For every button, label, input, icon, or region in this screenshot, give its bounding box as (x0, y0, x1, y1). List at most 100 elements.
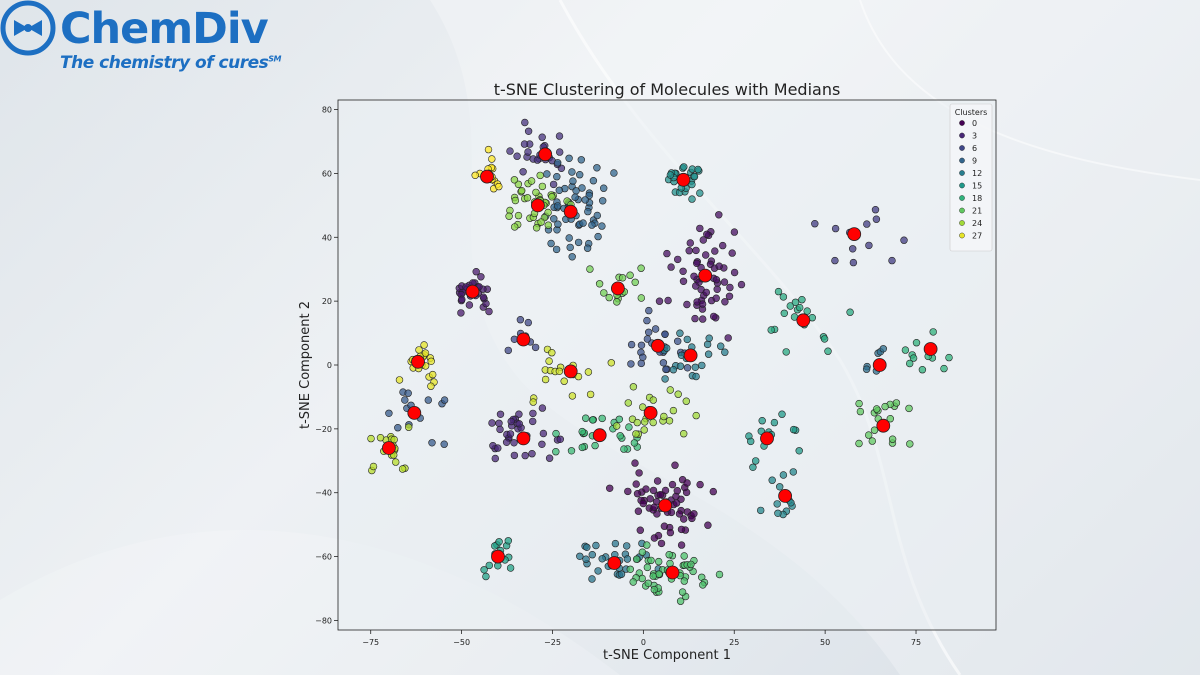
data-point (726, 283, 734, 292)
data-point (547, 239, 555, 248)
data-point (710, 312, 718, 321)
data-point (440, 440, 448, 448)
data-point (929, 328, 937, 336)
data-point (688, 195, 696, 203)
data-point (912, 339, 921, 347)
legend-label: 27 (972, 232, 982, 241)
data-point (524, 127, 533, 135)
data-point (657, 539, 666, 548)
median-marker (516, 332, 531, 347)
data-point (531, 343, 540, 352)
data-point (578, 184, 586, 192)
data-point (668, 480, 677, 489)
data-point (507, 417, 515, 426)
data-point (699, 315, 707, 323)
data-point (724, 334, 732, 342)
data-point (578, 427, 586, 436)
data-point (568, 253, 576, 261)
data-point (589, 176, 598, 185)
data-point (940, 364, 948, 373)
data-point (881, 402, 889, 411)
data-point (786, 302, 794, 310)
data-point (472, 268, 480, 276)
data-point (633, 490, 642, 498)
median-marker (610, 281, 625, 296)
data-point (568, 168, 576, 176)
data-point (737, 280, 746, 289)
median-marker (676, 172, 691, 187)
data-point (465, 301, 474, 309)
median-marker (563, 204, 578, 219)
data-point (588, 551, 596, 559)
data-point (521, 451, 529, 460)
data-point (518, 186, 526, 195)
data-point (687, 560, 695, 569)
y-tick-label: 20 (322, 297, 332, 306)
data-point (550, 215, 558, 223)
data-point (471, 171, 479, 180)
data-point (630, 439, 639, 447)
legend-marker (959, 207, 965, 214)
data-point (627, 340, 636, 349)
data-point (567, 447, 576, 455)
data-point (768, 476, 776, 484)
data-point (629, 578, 637, 586)
data-point (780, 309, 788, 318)
data-point (779, 293, 788, 301)
data-point (696, 224, 704, 233)
data-point (865, 241, 873, 250)
data-point (900, 236, 908, 244)
data-point (615, 415, 623, 423)
x-tick-label: 0 (641, 638, 646, 647)
data-point (669, 366, 678, 374)
data-point (641, 418, 649, 426)
data-point (679, 267, 687, 276)
data-point (504, 346, 513, 355)
data-point (623, 542, 631, 550)
data-point (674, 255, 682, 264)
data-point (394, 424, 402, 432)
x-tick-label: −50 (453, 638, 470, 647)
data-point (661, 375, 669, 383)
data-point (560, 377, 568, 385)
data-point (629, 383, 638, 391)
data-point (491, 454, 500, 463)
data-point (579, 219, 587, 227)
data-point (767, 326, 775, 334)
data-point (605, 293, 613, 302)
data-point (532, 224, 541, 232)
median-marker (796, 313, 811, 328)
x-tick-label: 50 (820, 638, 830, 647)
data-point (702, 288, 710, 297)
y-tick-label: −60 (315, 553, 332, 562)
data-point (515, 410, 523, 418)
data-point (677, 541, 686, 549)
median-marker (847, 227, 862, 242)
data-point (713, 285, 721, 294)
median-marker (658, 498, 673, 513)
data-point (513, 152, 521, 160)
data-point (505, 212, 513, 220)
median-marker (698, 268, 713, 283)
data-point (616, 432, 624, 440)
data-point (918, 366, 927, 374)
data-point (568, 392, 577, 400)
data-point (721, 298, 729, 306)
data-point (698, 300, 707, 308)
y-tick-label: −20 (315, 425, 332, 434)
data-point (639, 353, 647, 361)
data-point (683, 479, 691, 487)
data-point (539, 429, 548, 438)
data-point (548, 349, 556, 357)
data-point (555, 132, 564, 140)
y-tick-label: 80 (322, 106, 332, 115)
median-marker (592, 428, 607, 443)
data-point (692, 246, 700, 255)
data-point (488, 155, 496, 163)
data-point (692, 411, 700, 420)
data-point (651, 325, 660, 333)
data-point (720, 278, 729, 286)
data-point (485, 307, 493, 316)
legend-marker (959, 120, 965, 126)
data-point (554, 220, 562, 228)
